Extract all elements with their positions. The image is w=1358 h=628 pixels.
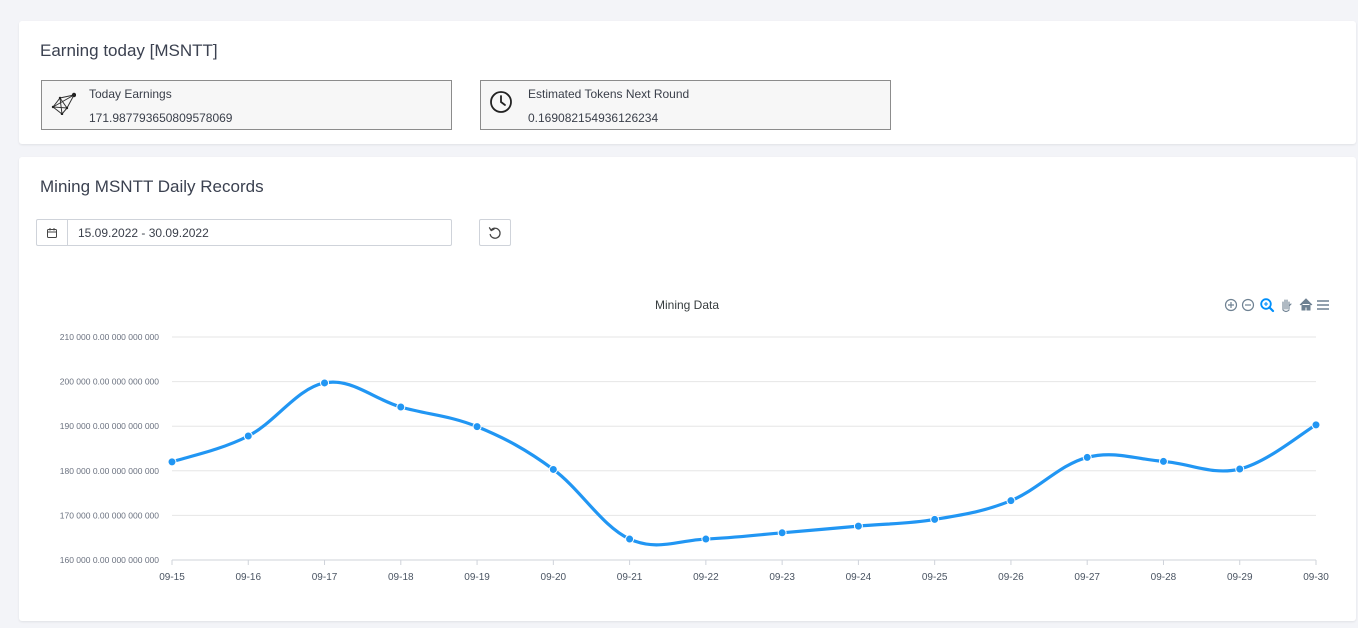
data-point[interactable]	[472, 422, 482, 432]
zoom-out-icon[interactable]	[1241, 298, 1255, 312]
data-point[interactable]	[930, 514, 940, 524]
date-range-value[interactable]: 15.09.2022 - 30.09.2022	[78, 226, 209, 240]
y-axis: 210 000 0.00 000 000 000 200 000 0.00 000…	[60, 332, 160, 565]
data-point[interactable]	[548, 464, 558, 474]
pan-hand-icon[interactable]	[1282, 299, 1292, 313]
x-tick-label: 09-21	[617, 572, 643, 583]
date-range-picker[interactable]: 15.09.2022 - 30.09.2022	[36, 219, 452, 246]
series-line	[170, 380, 1318, 547]
x-tick-label: 09-19	[464, 572, 490, 583]
calendar-icon[interactable]	[37, 220, 68, 245]
data-point[interactable]	[701, 534, 711, 544]
x-axis: 09-15 09-16 09-17 09-18 09-19 09-20 09-21 09-22…	[159, 560, 1329, 583]
data-point[interactable]	[853, 521, 863, 531]
data-point[interactable]	[777, 528, 787, 538]
x-tick-label: 09-18	[388, 572, 414, 583]
y-tick-label: 160 000 0.00 000 000 000	[60, 555, 160, 565]
x-tick-label: 09-26	[998, 572, 1024, 583]
data-point[interactable]	[243, 431, 253, 441]
x-tick-label: 09-20	[541, 572, 567, 583]
x-tick-label: 09-22	[693, 572, 719, 583]
y-tick-label: 200 000 0.00 000 000 000	[60, 377, 160, 387]
y-tick-label: 210 000 0.00 000 000 000	[60, 332, 160, 342]
today-earnings-label: Today Earnings	[89, 87, 172, 101]
zoom-select-icon[interactable]	[1260, 298, 1275, 313]
x-tick-label: 09-27	[1074, 572, 1100, 583]
mining-card: Mining MSNTT Daily Records 15.09.2022 - …	[19, 157, 1356, 621]
home-icon[interactable]	[1299, 298, 1313, 311]
data-point[interactable]	[1311, 420, 1321, 430]
today-earnings-box: Today Earnings 171.987793650809578069	[41, 80, 452, 130]
reset-button[interactable]	[479, 219, 511, 246]
chart-title: Mining Data	[655, 298, 719, 312]
x-tick-label: 09-28	[1151, 572, 1177, 583]
refresh-icon	[488, 226, 501, 239]
data-point[interactable]	[1235, 464, 1245, 474]
menu-icon[interactable]	[1317, 300, 1329, 310]
data-point[interactable]	[1158, 456, 1168, 466]
today-earnings-value: 171.987793650809578069	[89, 111, 233, 125]
zoom-in-icon[interactable]	[1224, 298, 1238, 312]
x-tick-label: 09-24	[846, 572, 872, 583]
data-point[interactable]	[1082, 452, 1092, 462]
mining-card-title: Mining MSNTT Daily Records	[40, 177, 264, 196]
x-tick-label: 09-25	[922, 572, 948, 583]
chart-toolbar	[1224, 298, 1329, 313]
y-tick-label: 190 000 0.00 000 000 000	[60, 421, 160, 431]
earning-card-title: Earning today [MSNTT]	[40, 41, 218, 60]
x-tick-label: 09-23	[769, 572, 795, 583]
data-point[interactable]	[167, 457, 177, 467]
y-tick-label: 180 000 0.00 000 000 000	[60, 466, 160, 476]
data-point[interactable]	[396, 402, 406, 412]
x-tick-label: 09-17	[312, 572, 338, 583]
data-point[interactable]	[320, 378, 330, 388]
data-point[interactable]	[625, 534, 635, 544]
estimated-tokens-box: Estimated Tokens Next Round 0.1690821549…	[480, 80, 891, 130]
network-icon	[51, 92, 76, 115]
data-point[interactable]	[1006, 496, 1016, 506]
mining-chart[interactable]: Mining Data	[19, 157, 1356, 621]
x-tick-label: 09-29	[1227, 572, 1253, 583]
estimated-tokens-value: 0.169082154936126234	[528, 111, 659, 125]
chart-series	[167, 378, 1321, 547]
x-tick-label: 09-30	[1303, 572, 1329, 583]
y-tick-label: 170 000 0.00 000 000 000	[60, 510, 160, 520]
earning-card: Earning today [MSNTT] Today Earnings 171…	[19, 21, 1356, 144]
chart-grid	[172, 336, 1316, 561]
estimated-tokens-label: Estimated Tokens Next Round	[528, 87, 690, 101]
x-tick-label: 09-16	[235, 572, 261, 583]
clock-icon	[490, 91, 512, 113]
x-tick-label: 09-15	[159, 572, 185, 583]
